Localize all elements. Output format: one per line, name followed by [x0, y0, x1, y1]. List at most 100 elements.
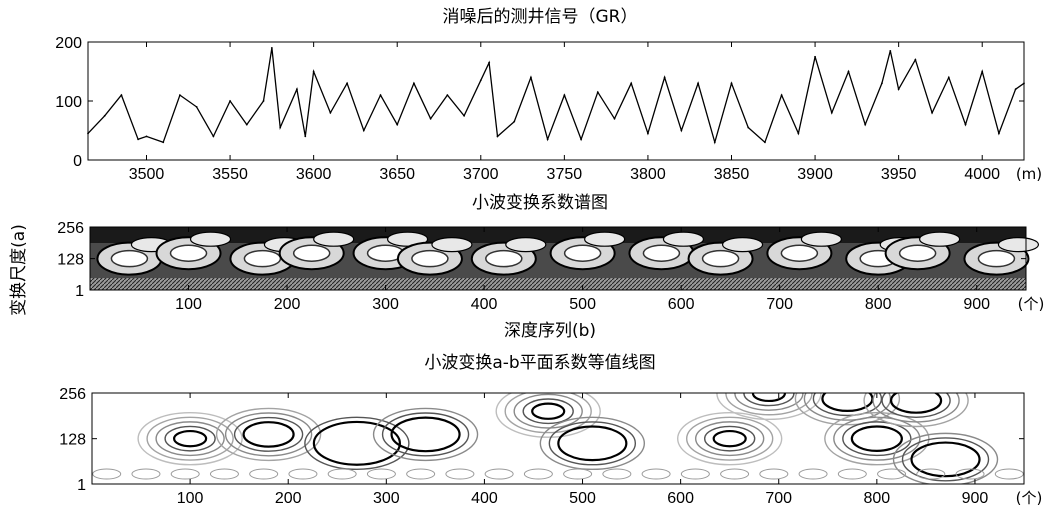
chart3-xtick-label: 500 — [569, 490, 596, 507]
contour-small-ring — [366, 468, 396, 480]
contour-small-ring — [327, 468, 357, 480]
contour-ring — [381, 412, 470, 457]
gr-signal-point — [847, 70, 850, 73]
gr-signal-point — [881, 82, 883, 85]
chart1-xtick-label: 3550 — [212, 166, 248, 183]
gr-signal-point — [195, 106, 198, 108]
gr-signal-point — [496, 135, 499, 138]
spectrum-blob-core — [701, 249, 740, 268]
contour-ring — [863, 393, 969, 428]
gr-signal-point — [379, 94, 382, 96]
chart2-xtick-label: 700 — [766, 296, 793, 313]
contour-ring — [504, 393, 592, 434]
chart1-xtick-label: 3500 — [129, 166, 165, 183]
chart3-title: 小波变换a-b平面系数等值线图 — [424, 353, 655, 373]
contour-ring — [233, 416, 304, 452]
spectrum-blob-upper — [919, 231, 961, 247]
contour-small-ring — [523, 468, 553, 480]
chart2-xlabel: 深度序列(b) — [504, 321, 596, 341]
chart3-ytick-label: 128 — [59, 432, 86, 449]
gr-signal-point — [1014, 88, 1017, 91]
gr-signal-point — [630, 82, 633, 85]
gr-signal-point — [304, 135, 307, 138]
contour-ring — [685, 416, 774, 461]
chart3-xtick-label: 100 — [177, 490, 204, 507]
contour-ring — [824, 411, 930, 466]
contour-ring — [224, 412, 313, 457]
gr-signal-point — [596, 91, 599, 94]
spectrum-blob-upper — [800, 231, 842, 247]
contour-ring — [513, 393, 583, 429]
contour-small-ring — [131, 468, 161, 480]
gr-signal-point — [296, 88, 298, 91]
contour-ring — [892, 432, 999, 484]
gr-signal-point — [889, 49, 892, 52]
contour-ring — [372, 407, 479, 462]
gr-signal-point — [413, 82, 415, 85]
contour-ring — [812, 393, 883, 417]
chart1-ytick-label: 100 — [55, 94, 82, 111]
contour-ring — [304, 416, 410, 471]
chart1-xtick-label: 3850 — [714, 166, 750, 183]
contour-ring — [712, 429, 747, 448]
line-chart-panel: 3500 3550 3600 3650 3700 3750 3800 3850 3900 3950… — [55, 35, 1042, 183]
contour-small-ring — [641, 468, 671, 480]
chart2-ytick-label: 256 — [57, 220, 84, 237]
contour-ring — [703, 425, 756, 452]
gr-signal-point — [446, 94, 449, 96]
gr-signal-point — [212, 135, 215, 138]
chart1-ytick-label: 0 — [73, 153, 82, 170]
contour-ring — [242, 421, 295, 448]
gr-signal-point — [914, 58, 917, 61]
contour-small-ring — [209, 468, 239, 480]
contour-ring — [901, 437, 990, 482]
gr-signal-point — [137, 138, 140, 141]
contour-small-ring — [680, 468, 710, 480]
contour-small-ring — [170, 468, 200, 480]
spectrum-blob-upper — [721, 237, 764, 253]
gr-signal-point — [463, 114, 465, 117]
contour-small-ring — [877, 468, 907, 480]
gr-signal-point — [329, 111, 332, 114]
contour-small-ring — [249, 468, 279, 480]
contour-ring — [872, 393, 960, 423]
contour-small-ring — [484, 468, 514, 480]
spectrum-blob-upper — [997, 237, 1040, 253]
chart2-x-unit: (个) — [1018, 295, 1045, 313]
chart3-xtick-label: 400 — [471, 490, 498, 507]
contour-ring — [137, 411, 243, 466]
chart1-xtick-label: 3600 — [296, 166, 332, 183]
gr-signal-point — [931, 111, 933, 114]
gr-signal-point — [1023, 82, 1025, 85]
gr-signal-point — [663, 76, 666, 79]
gr-signal-line — [87, 47, 1025, 145]
gr-signal-point — [530, 76, 532, 79]
chart3-x-unit: (个) — [1016, 489, 1043, 507]
gr-signal-point — [145, 135, 148, 138]
chart1-xtick-label: 4000 — [964, 166, 1000, 183]
gr-signal-point — [981, 70, 984, 73]
chart1-xtick-label: 3800 — [630, 166, 666, 183]
spectrum-panel: 100 200 300 400 500 600 700 800 900 1 128 256 (个) — [57, 220, 1044, 313]
contour-small-ring — [563, 468, 593, 480]
gr-signal-point — [613, 117, 616, 120]
gr-signal-point — [580, 138, 582, 141]
chart3-xtick-label: 300 — [373, 490, 400, 507]
chart3-xtick-label: 800 — [863, 490, 890, 507]
contour-ring — [164, 425, 216, 452]
gr-signal-point — [120, 94, 123, 96]
chart1-xtick-label: 3750 — [547, 166, 583, 183]
gr-signal-point — [346, 82, 348, 85]
contour-ring — [495, 393, 601, 438]
chart2-ytick-label: 1 — [75, 283, 84, 300]
spectrum-blob-upper — [431, 237, 473, 253]
chart3-ytick-label: 1 — [77, 477, 86, 494]
spectrum-blob-core — [642, 244, 681, 262]
chart3-xtick-label: 600 — [667, 490, 694, 507]
chart3-xtick-label: 700 — [765, 490, 792, 507]
spectrum-blob-upper — [584, 231, 626, 247]
gr-signal-point — [262, 100, 265, 102]
gr-signal-point — [279, 126, 282, 129]
chart2-ylabel: 变换尺度(a) — [9, 224, 29, 316]
